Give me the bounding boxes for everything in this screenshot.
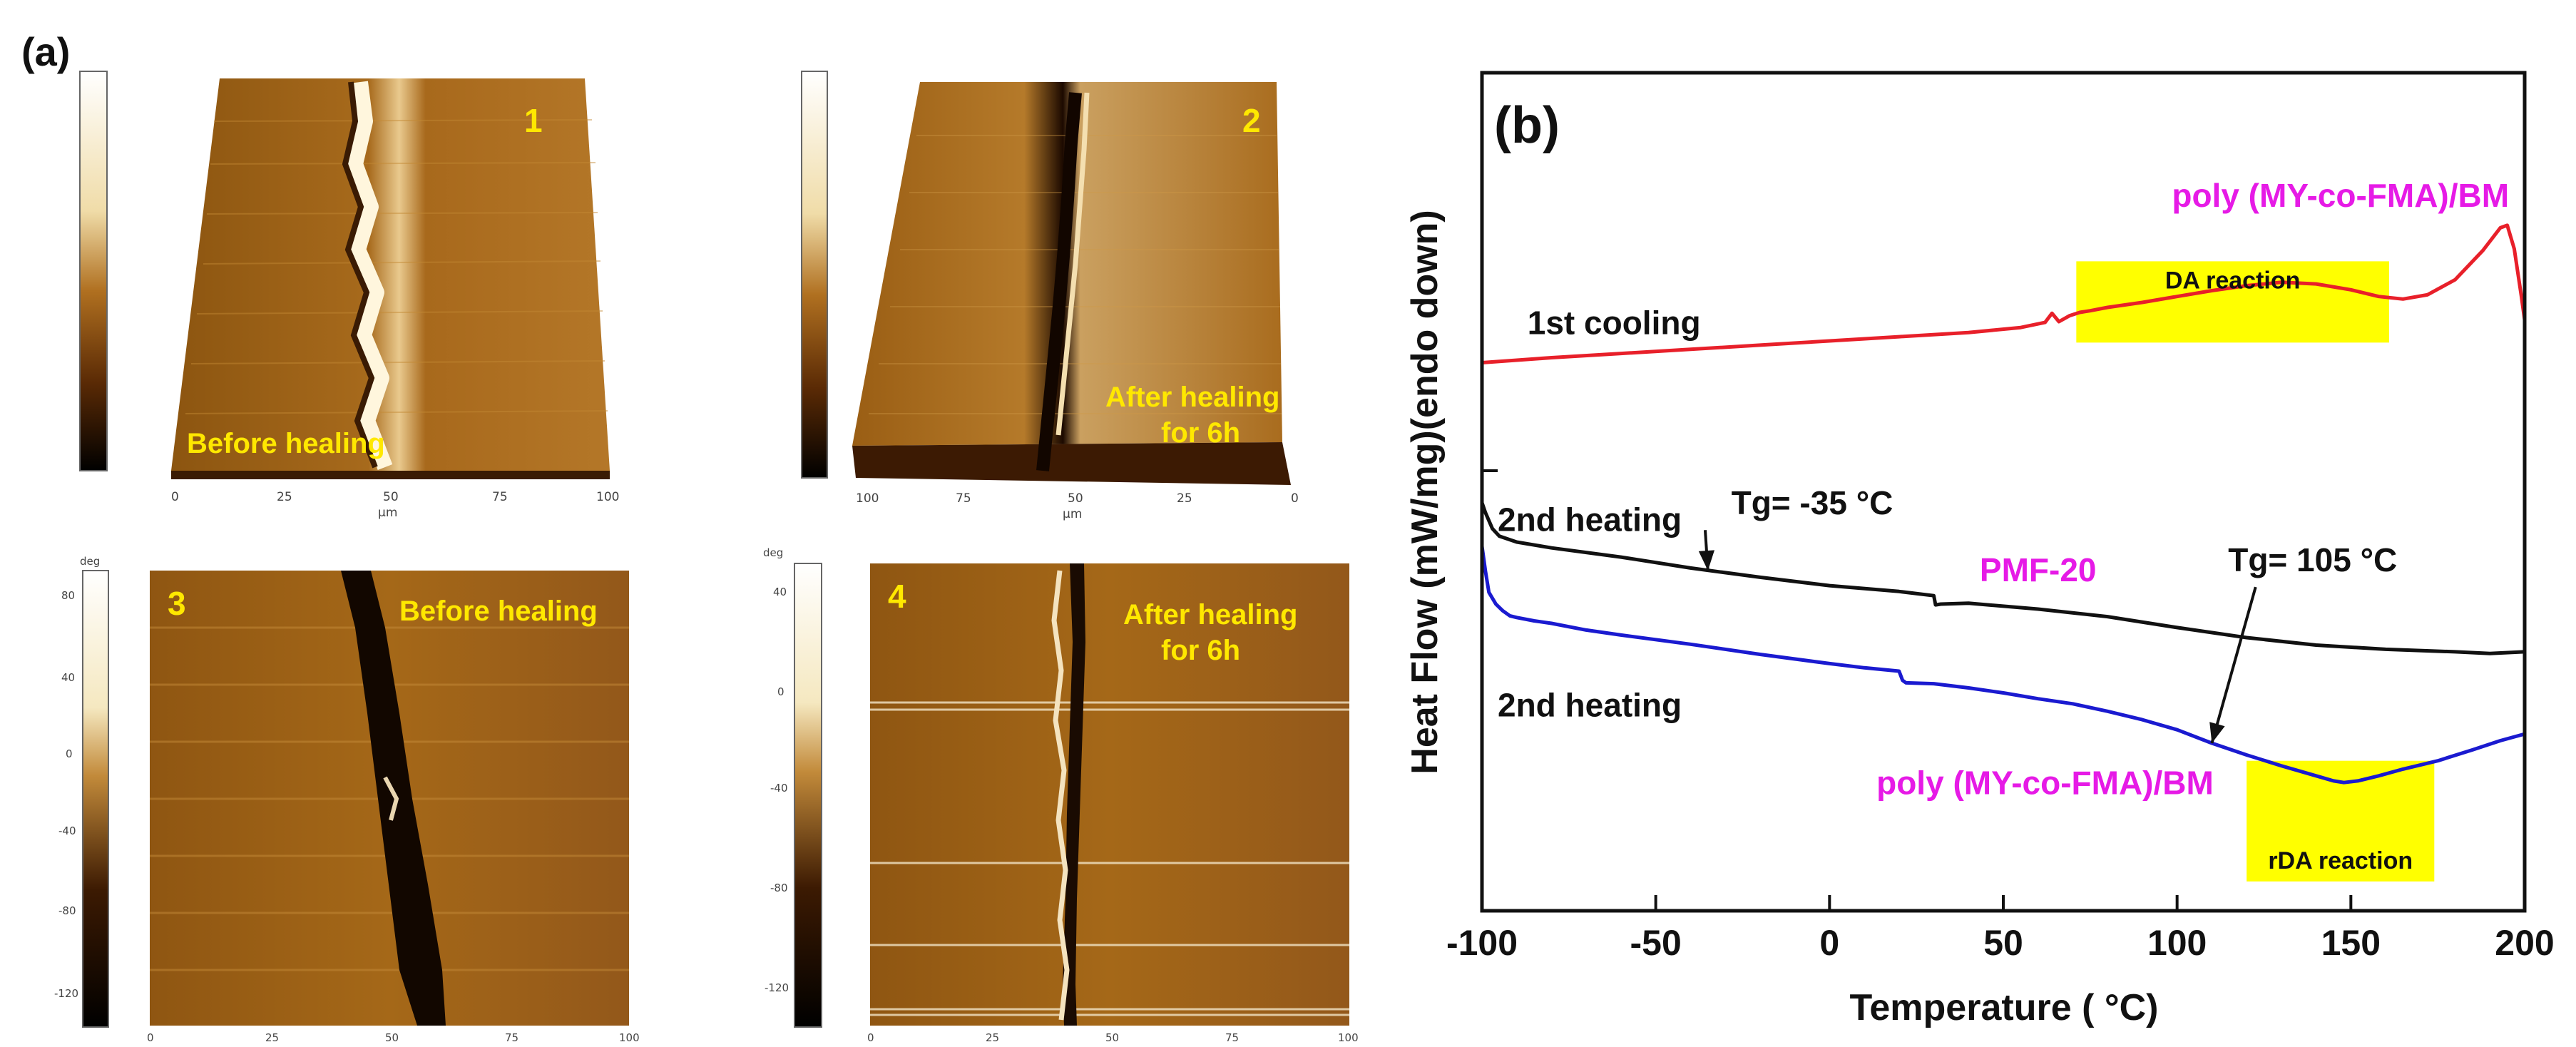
scale-tick-4-4: -120: [765, 981, 789, 994]
image-number-2: 2: [1242, 102, 1261, 139]
scratch-crack-2: [1036, 92, 1082, 471]
x-unit-2: μm: [1063, 507, 1082, 521]
panel-b-label: (b): [1494, 97, 1560, 154]
annotation-text-3: 2nd heating: [1498, 501, 1682, 538]
annotation-arrow-6: [2210, 586, 2257, 744]
y-axis-title: Heat Flow (mW/mg)(endo down): [1404, 210, 1446, 774]
afm-caption-2-line2: for 6h: [1161, 417, 1240, 449]
x-tick-2-3: 25: [1177, 491, 1192, 506]
annotation-text-6: Tg= 105 °C: [2228, 541, 2397, 578]
x-tick-1-1: 25: [277, 490, 292, 504]
x-tick-1-2: 50: [383, 490, 399, 504]
x-tick-4-2: 50: [1105, 1031, 1119, 1044]
x-tick-2-1: 75: [956, 491, 971, 506]
dsc-chart: -100 -50 0 50 100 150 200 poly (MY-co-FMA)/BM D…: [1404, 71, 2555, 1028]
x-tick-label-1: -50: [1630, 923, 1682, 963]
x-tick-3-4: 100: [619, 1031, 640, 1044]
x-tick-4-4: 100: [1338, 1031, 1359, 1044]
scratch-ridge-1: [347, 81, 393, 470]
annotation-text-2: 1st cooling: [1528, 305, 1701, 342]
x-tick-3-2: 50: [385, 1031, 399, 1044]
afm-caption-4-line1: After healing: [1123, 599, 1297, 630]
scale-tick-4-2: -40: [770, 782, 788, 795]
scale-tick-3-2: 0: [66, 747, 73, 760]
scale-unit-4: deg: [763, 546, 783, 559]
highlight-label-9: rDA reaction: [2268, 847, 2413, 874]
x-tick-1-3: 75: [492, 490, 508, 504]
x-tick-label-3: 50: [1983, 923, 2023, 963]
x-tick-1-0: 0: [171, 490, 179, 504]
afm-image-3: deg 80 40 0 -40 -80 -120 3 Before healin…: [54, 555, 640, 1044]
afm-caption-3: Before healing: [399, 596, 598, 627]
annotation-text-0: poly (MY-co-FMA)/BM: [2172, 177, 2509, 214]
x-tick-2-4: 0: [1291, 491, 1299, 506]
panel-a-label: (a): [21, 29, 70, 74]
color-scale-bar-2: [801, 71, 828, 479]
color-scale-bar-1: [79, 71, 108, 471]
x-tick-1-4: 100: [596, 490, 619, 504]
scale-tick-4-1: 0: [777, 685, 784, 698]
annotation-arrowhead-6: [2209, 722, 2225, 743]
x-tick-4-1: 25: [986, 1031, 999, 1044]
x-tick-4-3: 75: [1225, 1031, 1239, 1044]
afm-image-4: deg 40 0 -40 -80 -120 4 After healing fo…: [763, 546, 1359, 1044]
afm-image-2: 2 After healing for 6h 100 75 50 25 0 μm: [801, 71, 1299, 521]
annotation-text-8: poly (MY-co-FMA)/BM: [1876, 765, 2214, 802]
image-number-3: 3: [168, 585, 186, 622]
scale-tick-3-4: -80: [58, 904, 76, 917]
scale-tick-3-3: -40: [58, 824, 76, 837]
afm-phase-image-4: [870, 563, 1349, 1026]
afm-surface-1: [171, 78, 610, 471]
scale-tick-3-5: -120: [54, 987, 78, 1000]
x-unit-1: μm: [378, 506, 397, 520]
x-tick-3-3: 75: [505, 1031, 518, 1044]
x-axis-title: Temperature ( °C): [1849, 987, 2158, 1028]
x-tick-3-1: 25: [265, 1031, 279, 1044]
x-tick-label-2: 0: [1819, 923, 1839, 963]
x-tick-2-2: 50: [1068, 491, 1083, 506]
annotation-text-7: 2nd heating: [1498, 686, 1682, 723]
series-line-0: [1481, 223, 2527, 364]
afm-image-1: 1 Before healing 0 25 50 75 100 μm: [79, 71, 619, 520]
crack-3: [341, 571, 446, 1026]
x-tick-label-4: 100: [2147, 923, 2207, 963]
crack-4: [1063, 563, 1085, 1026]
highlight-label-1: DA reaction: [2165, 267, 2301, 294]
afm-caption-4-line2: for 6h: [1161, 635, 1240, 666]
x-tick-3-0: 0: [147, 1031, 154, 1044]
scale-tick-4-0: 40: [773, 586, 787, 598]
x-tick-2-0: 100: [856, 491, 879, 506]
highlight-box-1: [2076, 261, 2389, 343]
x-tick-4-0: 0: [867, 1031, 874, 1044]
x-tick-label-6: 200: [2495, 923, 2554, 963]
scale-tick-3-1: 40: [61, 671, 75, 684]
scale-tick-4-3: -80: [770, 882, 788, 894]
x-tick-label-5: 150: [2321, 923, 2381, 963]
color-scale-bar-3: [82, 570, 109, 1028]
image-number-4: 4: [888, 578, 906, 615]
scale-tick-3-0: 80: [61, 589, 75, 602]
annotation-text-5: PMF-20: [1980, 551, 2097, 588]
afm-caption-1: Before healing: [187, 428, 385, 459]
image-number-1: 1: [524, 102, 543, 139]
color-scale-bar-4: [794, 563, 822, 1028]
annotation-arrowhead-4: [1698, 550, 1714, 571]
x-tick-label-0: -100: [1446, 923, 1518, 963]
scale-unit-3: deg: [80, 555, 100, 568]
afm-caption-2-line1: After healing: [1105, 382, 1279, 413]
series-line-2: [1480, 546, 2525, 785]
annotation-text-4: Tg= -35 °C: [1732, 484, 1893, 521]
series-line-1: [1480, 501, 2525, 655]
